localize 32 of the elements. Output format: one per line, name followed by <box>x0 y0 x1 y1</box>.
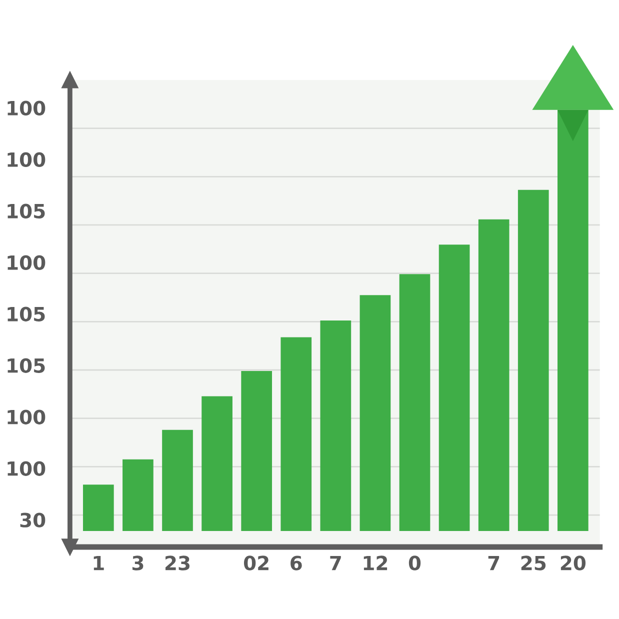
text: 100 <box>8 100 46 116</box>
x-tick-label: 3 <box>132 556 144 570</box>
x-tick-label: 7 <box>330 556 341 570</box>
x-tick-label: 23 <box>166 556 190 570</box>
bar <box>518 190 549 532</box>
bar <box>360 295 391 532</box>
x-tick-label: 6 <box>290 556 302 570</box>
bar <box>202 396 232 532</box>
text: 100 <box>8 152 46 167</box>
text: 105 <box>8 204 45 218</box>
text: 100 <box>8 410 46 424</box>
bar <box>280 337 312 532</box>
text: 105 <box>8 358 45 373</box>
bar <box>241 370 272 532</box>
x-tick-label: 1 <box>94 556 104 570</box>
x-tick-label: 0 <box>408 556 421 570</box>
x-tick-label: 12 <box>364 556 388 570</box>
bar <box>399 274 430 532</box>
text: 105 <box>8 306 45 322</box>
x-tick-label: 20 <box>560 556 586 570</box>
bar <box>122 459 154 532</box>
bar <box>82 484 114 532</box>
text: 30 <box>20 512 46 528</box>
x-tick-label: 25 <box>521 556 546 570</box>
x-tick-label: 7 <box>488 556 500 570</box>
x-tick-label: 02 <box>244 556 268 570</box>
bar <box>162 430 193 532</box>
bar <box>478 219 510 532</box>
bar <box>438 244 470 532</box>
text: 100 <box>8 461 46 476</box>
bar <box>320 320 352 532</box>
text: 100 <box>8 255 46 270</box>
